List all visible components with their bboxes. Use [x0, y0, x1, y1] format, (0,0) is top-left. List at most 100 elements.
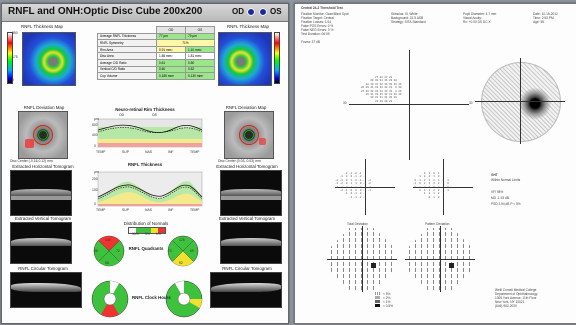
rim-thickness-title: Neuro-retinal Rim Thickness: [115, 107, 175, 112]
quad-os-value: 92: [179, 261, 183, 265]
psd-value: PSD 2.54 dB P < 5%: [491, 202, 521, 206]
md-value: MD -1.93 dB: [491, 196, 509, 200]
quad-os-value: 70: [168, 249, 172, 253]
table-cell: 1.81 mm²: [184, 52, 216, 60]
table-row: Rim Area 0.91 mm² 1.10 mm²: [97, 45, 216, 54]
prob-legend-item: < 0.5%: [383, 304, 394, 308]
rnfl-xtick: NAS: [145, 208, 152, 212]
rnfl-xtick: SUP: [122, 208, 129, 212]
dist-label: 1%: [156, 232, 161, 236]
vf-pd-dark-spot: [449, 263, 454, 268]
pattern-deviation-title: Pattern Deviation: [425, 222, 450, 226]
od-quadrant-chart: [93, 235, 125, 267]
left-horizontal-tomogram: [10, 170, 72, 216]
right-rnfl-thickness-map: [218, 32, 272, 86]
report-header: RNFL and ONH:Optic Disc Cube 200x200 OD …: [2, 4, 288, 22]
vf-threshold-v-axis: [409, 50, 410, 160]
quad-od-value: 58: [105, 261, 109, 265]
rim-ytick-bot: 0: [94, 144, 96, 148]
rim-thickness-plot: [97, 118, 203, 148]
clock-hours-label: RNFL Clock Hours: [132, 295, 171, 300]
ght-result: Within Normal Limits: [491, 178, 521, 182]
table-cell: 79 µm: [184, 32, 216, 41]
left-disc-center: Disc Center (-0.16,0.12) mm: [10, 159, 53, 163]
table-header-row: OD OS: [98, 26, 216, 34]
vf-header-col-2: Stimulus: III, White Background: 31.5 AS…: [391, 12, 426, 24]
rim-xtick: INF: [168, 150, 174, 154]
table-cell: Average C/D Ratio: [97, 58, 157, 67]
table-cell: 0.185 mm³: [155, 72, 186, 80]
vfi-value: VFI 98%: [491, 190, 504, 194]
total-deviation-title: Total Deviation: [347, 222, 368, 226]
vf-scale-right: 30: [469, 101, 473, 105]
prob-legend-swatches: [375, 292, 380, 307]
vf-td-v-axis: [365, 159, 366, 215]
table-cell: Vertical C/D Ratio: [97, 65, 157, 74]
right-thickness-map-title: RNFL Thickness Map: [227, 24, 269, 29]
right-circular-tomogram: [210, 272, 282, 308]
right-color-scale: [274, 32, 280, 84]
table-header-cell: OD: [155, 26, 186, 34]
vf-greyscale-map: [481, 62, 561, 142]
table-cell: 77 µm: [155, 32, 186, 41]
normal-green: [136, 228, 151, 233]
prob-legend: < 5% < 2% < 1% < 0.5%: [383, 292, 393, 308]
vf-greyscale-v-axis: [520, 58, 521, 144]
quad-od-value: 72: [116, 249, 120, 253]
dist-label: 5%: [145, 232, 150, 236]
prob-legend-item: < 1%: [383, 300, 391, 304]
visual-field-report-panel: Central 24-2 Threshold Test Fixation Mon…: [294, 3, 576, 324]
rim-ytick-top: 800: [92, 123, 98, 127]
table-row: Cup Volume 0.185 mm³ 0.130 mm³: [97, 72, 216, 80]
table-cell: Cup Volume: [97, 72, 157, 80]
rnfl-xtick: TEMP: [96, 208, 106, 212]
table-cell: 0.50: [184, 58, 216, 67]
rim-xtick: TEMP: [190, 150, 200, 154]
right-disc-inner-icon: [244, 130, 254, 140]
left-disc-inner-icon: [38, 130, 48, 140]
rim-unit: µm: [94, 117, 99, 121]
table-cell: 0.52: [184, 65, 216, 74]
footer-line: Weill Cornell Medical College: [495, 288, 537, 292]
table-cell: RNFL Symmetry: [97, 39, 157, 47]
table-row: Vertical C/D Ratio 0.60 0.52: [97, 65, 216, 74]
left-extract-v-title: Extracted Vertical Tomogram: [14, 216, 72, 221]
retina-band: [221, 238, 281, 246]
right-vertical-tomogram: [220, 222, 282, 264]
od-clock-hours-chart: [91, 280, 129, 318]
table-cell: 0.61: [155, 58, 186, 67]
vf-total-deviation-values: -2 -1 -2 -1 -1 0 0 -1 -2 -1 -2 -1 0 1 0 …: [335, 172, 371, 199]
left-deviation-defect: [25, 139, 34, 148]
rnfl-ytick-bot: 0: [94, 202, 96, 206]
footer-line: Department of Ophthalmology: [495, 292, 538, 296]
vf-info-line: Pupil Diameter: 4.7 mm: [463, 12, 497, 16]
metrics-table: OD OS Average RNFL Thickness 77 µm 79 µm…: [97, 26, 216, 80]
rnfl-thickness-title: RNFL Thickness: [127, 162, 163, 167]
right-circ-title: RNFL Circular Tomogram: [222, 266, 272, 271]
left-vertical-tomogram: [10, 222, 72, 264]
vf-scale-left: 30: [343, 101, 347, 105]
ght-title: GHT: [491, 173, 498, 177]
table-cell: 71%: [155, 39, 216, 47]
table-cell: Disc Area: [97, 52, 157, 60]
vf-fovea: Fovea: 37 dB: [301, 40, 320, 44]
table-row: RNFL Symmetry 71%: [97, 39, 216, 47]
vf-info-line: False POS Errors: 0 %: [301, 24, 334, 28]
table-header-cell: OS: [184, 26, 216, 34]
vf-info-line: Age: 55: [533, 20, 544, 24]
rnfl-thickness-plot: [97, 171, 203, 207]
vf-info-line: Test Duration: 06:09: [301, 32, 330, 36]
left-thickness-map-title: RNFL Thickness Map: [21, 24, 63, 29]
table-header-cell: [98, 27, 157, 34]
left-color-scale: [7, 32, 13, 84]
vf-td-prob-v-axis: [362, 226, 363, 292]
rnfl-ytick-top: 200: [92, 177, 98, 181]
table-cell: 1.85 mm²: [155, 52, 186, 60]
right-deviation-title: RNFL Deviation Map: [225, 105, 267, 110]
rim-legend-od: OD: [119, 113, 125, 117]
left-deviation-title: RNFL Deviation Map: [23, 105, 65, 110]
os-eye-icon: [259, 8, 267, 16]
table-cell: Rim Area: [97, 45, 157, 54]
vf-header-col-1: Fixation Monitor: Gaze/Blind Spot Fixati…: [301, 12, 348, 36]
vf-td-dark-spot: [371, 263, 376, 268]
